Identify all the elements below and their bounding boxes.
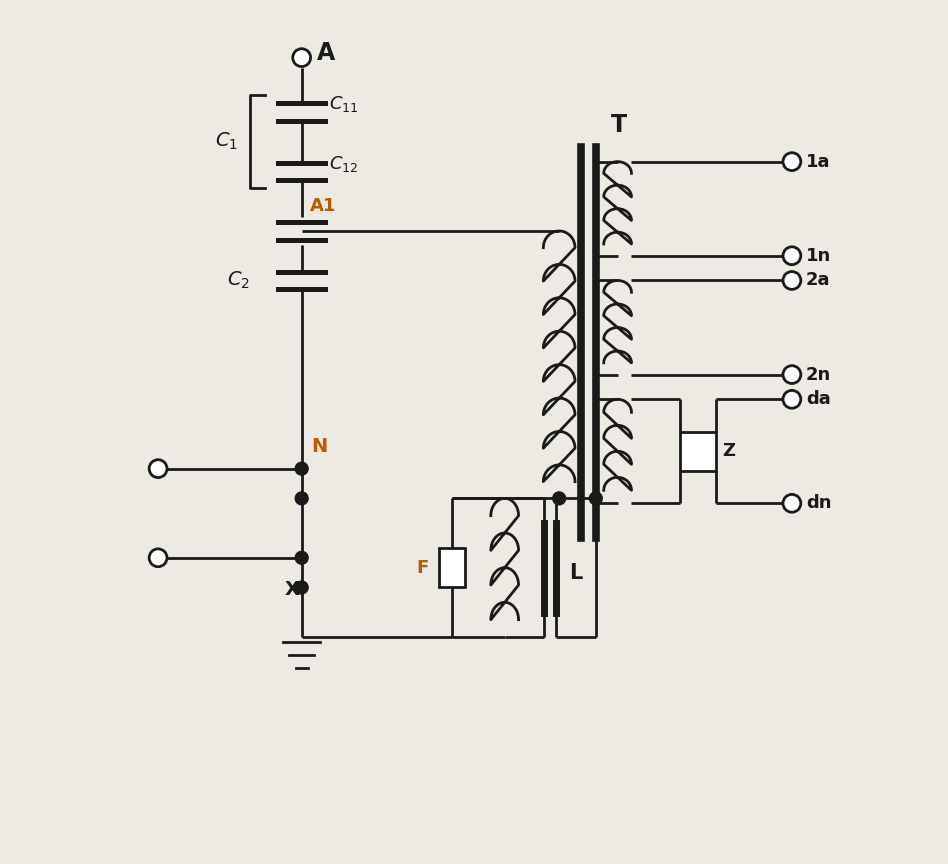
Circle shape	[553, 492, 566, 505]
Text: L: L	[569, 562, 582, 582]
Bar	[680, 431, 716, 471]
Circle shape	[783, 247, 801, 264]
Circle shape	[590, 492, 602, 505]
Text: $C_1$: $C_1$	[215, 131, 238, 152]
Circle shape	[295, 462, 308, 475]
Text: da: da	[806, 391, 830, 409]
Text: $C_{12}$: $C_{12}$	[329, 154, 358, 174]
Text: 1a: 1a	[806, 153, 830, 170]
Text: F: F	[416, 559, 428, 576]
Text: A: A	[317, 41, 335, 65]
Circle shape	[293, 48, 311, 67]
Text: $C_2$: $C_2$	[228, 270, 250, 291]
Circle shape	[295, 492, 308, 505]
Text: dn: dn	[806, 494, 831, 512]
Text: 1n: 1n	[806, 247, 831, 264]
Text: 2n: 2n	[806, 365, 831, 384]
Circle shape	[295, 581, 308, 594]
Text: T: T	[611, 113, 627, 137]
Circle shape	[783, 271, 801, 289]
Circle shape	[783, 391, 801, 408]
Text: 2a: 2a	[806, 271, 830, 289]
Text: N: N	[312, 437, 328, 456]
Circle shape	[149, 549, 167, 567]
Circle shape	[783, 153, 801, 170]
Text: X: X	[284, 580, 300, 599]
Text: Z: Z	[722, 442, 736, 461]
Circle shape	[149, 460, 167, 478]
Text: $C_{11}$: $C_{11}$	[329, 94, 359, 114]
Circle shape	[295, 551, 308, 564]
Circle shape	[783, 365, 801, 384]
Text: A1: A1	[310, 197, 336, 215]
Bar	[439, 548, 465, 588]
Circle shape	[783, 494, 801, 512]
